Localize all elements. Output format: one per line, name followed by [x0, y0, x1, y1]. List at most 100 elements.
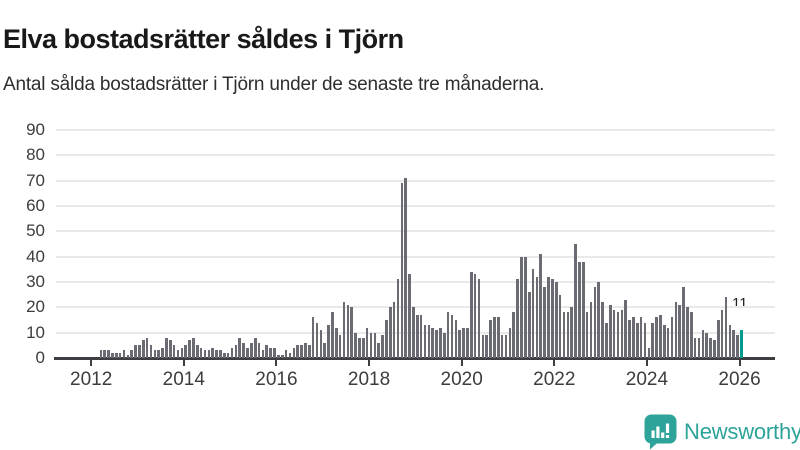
bar [462, 327, 465, 358]
bar [620, 309, 624, 358]
bar [203, 350, 207, 358]
bar [585, 312, 589, 358]
bar [635, 322, 639, 358]
bar [114, 352, 118, 358]
bar [416, 314, 419, 358]
bar [736, 335, 739, 358]
bar [547, 276, 550, 358]
bar [354, 332, 357, 358]
bar [412, 307, 415, 358]
bar [690, 312, 693, 358]
bar [234, 345, 238, 358]
bar [107, 350, 110, 358]
bar [512, 312, 516, 358]
bar [531, 269, 535, 358]
bar [581, 261, 585, 358]
bar [215, 350, 218, 358]
bar [551, 279, 554, 358]
y-axis-tick-label: 90 [26, 120, 45, 139]
bar [666, 327, 670, 358]
bar [574, 244, 577, 358]
bar [628, 320, 631, 358]
y-axis-tick-label: 30 [26, 272, 45, 291]
bar [223, 352, 226, 358]
gridline [56, 129, 775, 131]
bar [527, 292, 531, 358]
gridline [56, 179, 775, 182]
bar [311, 317, 315, 358]
bar [250, 342, 253, 358]
bar [246, 347, 249, 358]
bar [126, 355, 130, 358]
bar [257, 342, 261, 358]
bar [566, 312, 570, 358]
bar [269, 347, 272, 358]
y-axis-tick-label: 60 [26, 196, 45, 215]
bar [277, 355, 280, 358]
bar [292, 347, 296, 358]
bar [678, 304, 681, 358]
bar [165, 337, 168, 358]
bar [605, 322, 608, 358]
bar [647, 347, 651, 358]
y-axis-tick-label: 40 [26, 246, 45, 266]
bar [570, 307, 573, 358]
x-axis-tick [460, 360, 463, 366]
bar [319, 330, 323, 358]
x-axis-tick-label: 2018 [347, 369, 391, 390]
y-axis-tick-label: 80 [26, 145, 45, 165]
bar [145, 337, 149, 358]
bar [176, 350, 180, 358]
bar [134, 345, 137, 358]
x-axis-tick [368, 360, 371, 366]
bar [169, 340, 172, 358]
bar [280, 355, 284, 358]
bar [686, 307, 689, 358]
bar [307, 345, 311, 358]
bar [346, 304, 350, 358]
bar [142, 340, 145, 358]
bar [192, 337, 195, 358]
bar [670, 317, 674, 358]
x-axis-tick-label: 2026 [718, 369, 761, 390]
bar [697, 337, 701, 358]
bar [655, 317, 658, 358]
bar [601, 302, 604, 358]
bar [450, 314, 454, 358]
y-axis-tick-label: 70 [26, 170, 45, 190]
bar [608, 304, 612, 358]
bar [296, 345, 299, 358]
bar [662, 325, 666, 358]
bar [554, 282, 558, 358]
bar [153, 350, 157, 358]
bar [392, 302, 396, 358]
bar [558, 294, 562, 358]
bar [624, 299, 627, 358]
y-axis-tick-label: 0 [35, 348, 45, 367]
bar [388, 307, 392, 358]
bar [331, 312, 334, 358]
bar [562, 312, 566, 358]
bar [207, 350, 211, 358]
bar [238, 337, 242, 358]
x-axis-tick-label: 2024 [625, 369, 669, 390]
bar [138, 345, 141, 358]
bar [373, 332, 377, 358]
bar [724, 297, 728, 358]
chart-title: Elva bostadsrätter såldes i Tjörn [3, 24, 404, 55]
newsworthy-logo: Newsworthy [644, 414, 800, 450]
bar [157, 350, 161, 358]
bar [485, 335, 489, 358]
bar [427, 325, 431, 358]
bar [365, 327, 369, 358]
gridline [56, 230, 775, 233]
bar [381, 335, 384, 358]
bar [219, 350, 222, 358]
gridline [56, 306, 775, 309]
bar [524, 256, 527, 358]
bar [489, 320, 492, 358]
bar [659, 314, 662, 358]
bar [377, 342, 380, 358]
gridline [56, 154, 775, 157]
